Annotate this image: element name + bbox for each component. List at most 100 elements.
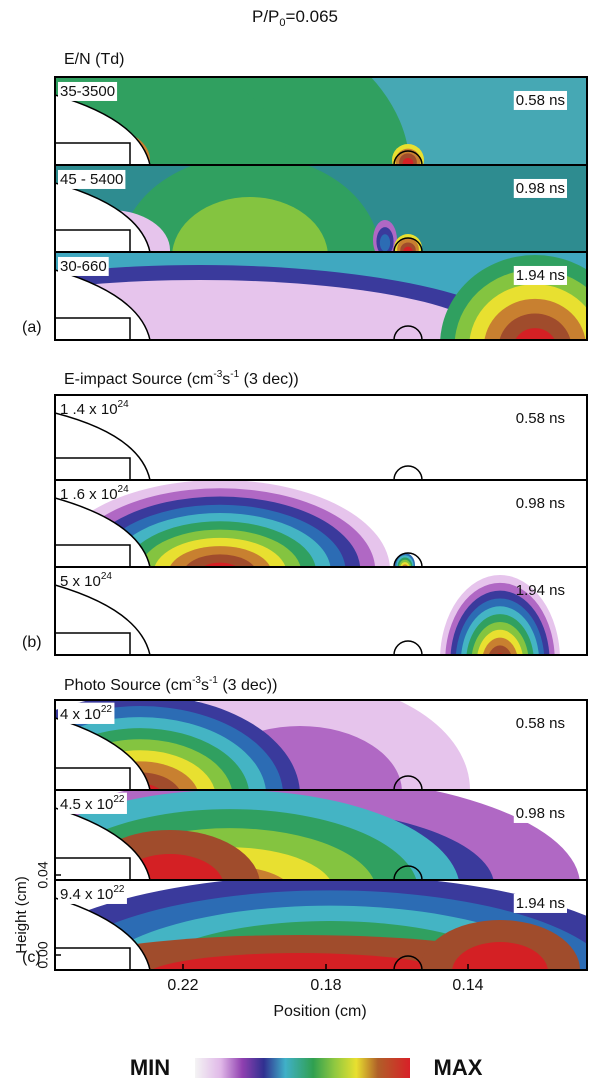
range-label: 35-3500: [60, 83, 115, 100]
time-label: 1.94 ns: [516, 582, 565, 599]
electrode-edge: [55, 632, 131, 655]
figure-title: P/P0=0.065: [252, 7, 338, 28]
range-exp: 22: [101, 704, 113, 715]
section-heading: E/N (Td): [64, 51, 124, 68]
contour-band: [484, 298, 586, 340]
label-box: [513, 893, 567, 913]
electrode-edge: [55, 457, 131, 480]
contour-band: [452, 942, 548, 970]
contour-plot: [55, 480, 587, 567]
colorbar-min: MIN: [130, 1055, 170, 1080]
panel-label: (b): [22, 634, 42, 651]
range-exp: 24: [118, 484, 130, 495]
heading-text: E-impact Source (cm: [64, 371, 213, 388]
contour-band: [202, 562, 238, 567]
contour-band: [403, 246, 413, 252]
section-heading: E-impact Source (cm-3s-1 (3 dec)): [64, 369, 299, 389]
contour-plot: [55, 700, 587, 790]
range-label: 4 x 1022: [60, 704, 112, 723]
dielectric-rod: [393, 865, 423, 880]
contour-band: [488, 645, 512, 655]
label-box: [58, 882, 127, 904]
heading-sup: -3: [192, 675, 201, 686]
label-box: [513, 178, 567, 198]
heading-text: E/N (Td): [64, 51, 124, 68]
heading-text: Photo Source (cm: [64, 677, 192, 694]
time-label: 1.94 ns: [516, 267, 565, 284]
range-label: 5 x 1024: [60, 571, 112, 590]
label-box: [513, 90, 567, 110]
time-label: 0.98 ns: [516, 805, 565, 822]
contour-band: [402, 158, 414, 165]
heading-sup: -1: [230, 369, 239, 380]
label-box: [58, 169, 126, 189]
range-text: 35-3500: [60, 83, 115, 100]
x-tick-label: 0.14: [452, 977, 483, 994]
panel-label: (a): [22, 319, 42, 336]
contour-band: [482, 637, 518, 655]
contour-band: [379, 234, 391, 252]
range-text: 1 .6 x 10: [60, 486, 118, 503]
time-label: 0.58 ns: [516, 715, 565, 732]
range-label: 4.5 x 1022: [60, 794, 125, 813]
title-sub: 0: [279, 17, 285, 29]
contour-band: [55, 280, 490, 340]
time-label: 0.58 ns: [516, 410, 565, 427]
dielectric-rod: [393, 955, 423, 970]
range-text: 45 - 5400: [60, 171, 123, 188]
contour-plot: [55, 880, 587, 970]
label-box: [58, 792, 127, 814]
colorbar-max: MAX: [434, 1055, 483, 1080]
time-label: 0.98 ns: [516, 180, 565, 197]
label-box: [58, 81, 118, 101]
x-tick-label: 0.18: [310, 977, 341, 994]
time-label: 1.94 ns: [516, 895, 565, 912]
contour-plot: [55, 567, 587, 655]
y-axis-label: Height (cm): [13, 876, 30, 954]
plot-frame: [54, 251, 588, 341]
range-exp: 22: [113, 794, 125, 805]
dielectric-rod: [393, 150, 423, 165]
contour-band: [499, 313, 571, 340]
heading-sup: -3: [213, 369, 222, 380]
y-tick-label: 0.00: [35, 941, 51, 968]
label-box: [513, 803, 567, 823]
range-text: 4.5 x 10: [60, 796, 113, 813]
electrode-edge: [55, 142, 131, 165]
time-label: 0.58 ns: [516, 92, 565, 109]
range-text: 9.4 x 10: [60, 886, 113, 903]
plot-frame: [54, 566, 588, 656]
contour-band: [495, 653, 505, 655]
range-label: 45 - 5400: [60, 171, 123, 188]
colorbar: [195, 1058, 410, 1078]
range-label: 1 .6 x 1024: [60, 484, 129, 503]
title-base: P/P: [252, 7, 279, 26]
range-label: 1 .4 x 1024: [60, 399, 129, 418]
range-exp: 22: [113, 884, 125, 895]
dielectric-rod: [393, 640, 423, 655]
contour-band: [185, 554, 255, 567]
plot-frame: [54, 879, 588, 971]
electrode-edge: [55, 229, 131, 252]
section-heading: Photo Source (cm-3s-1 (3 dec)): [64, 675, 277, 695]
dielectric-rod: [393, 465, 423, 480]
label-box: [58, 702, 115, 724]
contour-band: [515, 328, 555, 340]
heading-text: s: [222, 371, 230, 388]
dielectric-rod: [393, 552, 423, 567]
label-box: [58, 256, 109, 276]
electrode-edge: [55, 317, 131, 340]
heading-text: (3 dec)): [239, 371, 299, 388]
dielectric-rod: [393, 237, 423, 252]
heading-sup: -1: [209, 675, 218, 686]
range-text: 30-660: [60, 258, 107, 275]
heading-text: (3 dec)): [218, 677, 278, 694]
electrode-edge: [55, 544, 131, 567]
y-tick-label: 0.04: [35, 861, 51, 888]
dielectric-rod: [393, 775, 423, 790]
electrode-edge: [55, 767, 131, 790]
x-tick-label: 0.22: [167, 977, 198, 994]
range-text: 1 .4 x 10: [60, 401, 118, 418]
range-label: 9.4 x 1022: [60, 884, 125, 903]
